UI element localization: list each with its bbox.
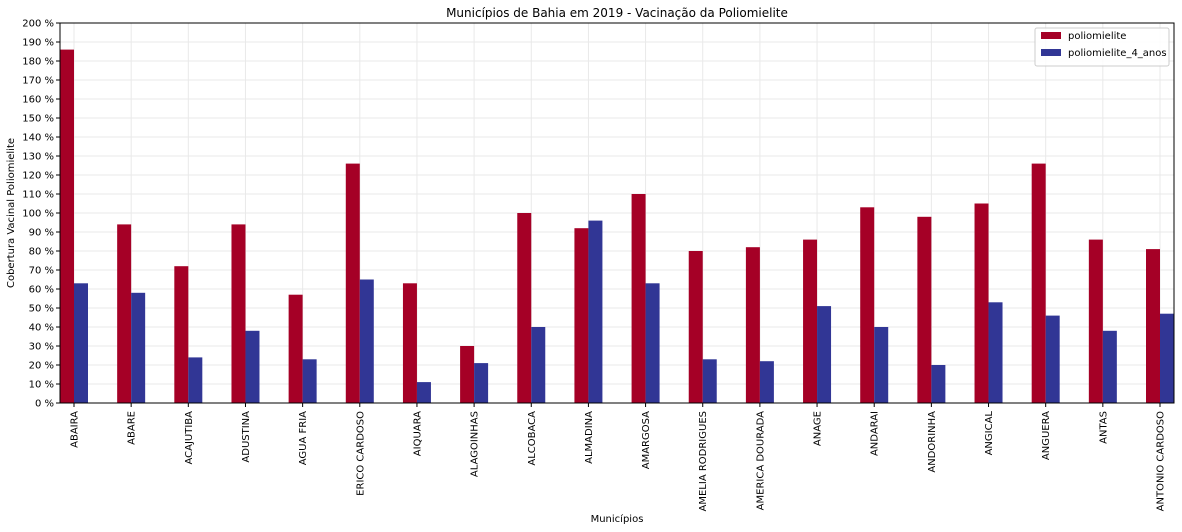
x-tick-label: ANDORINHA — [927, 411, 938, 473]
y-axis: 0 % 10 % 20 % 30 % 40 % 50 % 60 % 70 % 80 % 90 % 1… — [22, 19, 60, 410]
bar-poliomielite — [688, 251, 703, 403]
bar-poliomielite — [803, 239, 818, 403]
bar-poliomielite-4-anos — [302, 359, 317, 403]
bar-poliomielite-4-anos — [531, 327, 546, 403]
bar-poliomielite — [288, 294, 303, 403]
x-tick-label: AGUA FRIA — [298, 411, 309, 465]
y-tick-label: 170 % — [22, 76, 54, 87]
y-tick-label: 80 % — [29, 247, 54, 258]
x-tick-label: AMERICA DOURADA — [755, 411, 766, 510]
x-tick-label: ABAIRA — [70, 411, 81, 448]
bar-poliomielite-4-anos — [1102, 330, 1117, 403]
y-tick-label: 10 % — [29, 380, 54, 391]
legend: poliomielite poliomielite_4_anos — [1034, 27, 1170, 67]
y-tick-label: 150 % — [22, 114, 54, 125]
bar-poliomielite — [1088, 239, 1103, 403]
bar-poliomielite — [174, 266, 189, 403]
y-tick-label: 130 % — [22, 152, 54, 163]
y-tick-label: 140 % — [22, 133, 54, 144]
legend-label-poliomielite: poliomielite — [1068, 31, 1126, 42]
x-tick-label: ANGUERA — [1041, 411, 1052, 460]
x-tick-label: ACAJUTIBA — [184, 411, 195, 465]
bar-poliomielite-4-anos — [359, 279, 374, 403]
bar-poliomielite — [860, 207, 875, 403]
bar-poliomielite-4-anos — [931, 365, 946, 403]
y-tick-label: 160 % — [22, 95, 54, 106]
bar-poliomielite-4-anos — [645, 283, 660, 403]
y-tick-label: 20 % — [29, 361, 54, 372]
y-tick-label: 200 % — [22, 19, 54, 30]
bar-poliomielite-4-anos — [702, 359, 717, 403]
legend-swatch-poliomielite — [1041, 32, 1061, 39]
bar-poliomielite-4-anos — [1045, 315, 1060, 403]
bar-poliomielite-4-anos — [817, 306, 832, 403]
bar-poliomielite-4-anos — [1160, 313, 1174, 403]
x-tick-label: ANDARAI — [870, 411, 881, 456]
y-tick-label: 60 % — [29, 285, 54, 296]
y-axis-title: Cobertura Vacinal Poliomielite — [6, 138, 17, 288]
y-tick-label: 40 % — [29, 323, 54, 334]
bar-poliomielite-4-anos — [74, 283, 88, 403]
y-tick-label: 50 % — [29, 304, 54, 315]
bar-poliomielite — [745, 247, 760, 403]
legend-frame — [1034, 27, 1170, 67]
x-tick-label: ANGICAL — [984, 411, 995, 456]
bar-poliomielite-4-anos — [759, 361, 774, 403]
bar-poliomielite — [631, 194, 646, 403]
chart-title: Municípios de Bahia em 2019 - Vacinação … — [446, 6, 788, 20]
x-tick-label: AIQUARA — [412, 411, 423, 456]
bar-poliomielite-4-anos — [416, 382, 431, 403]
bar-poliomielite — [460, 346, 475, 403]
x-tick-label: AMARGOSA — [641, 411, 652, 469]
bar-poliomielite — [117, 224, 132, 403]
legend-label-poliomielite-4-anos: poliomielite_4_anos — [1068, 48, 1167, 59]
x-tick-label: ALCOBACA — [527, 411, 538, 466]
bar-poliomielite-4-anos — [188, 357, 203, 403]
bar-poliomielite-4-anos — [474, 363, 489, 403]
x-tick-label: ADUSTINA — [241, 411, 252, 463]
x-tick-label: ERICO CARDOSO — [355, 411, 366, 496]
bar-poliomielite — [574, 228, 589, 403]
y-tick-label: 110 % — [22, 190, 54, 201]
bar-poliomielite — [517, 213, 532, 403]
x-tick-label: AMELIA RODRIGUES — [698, 411, 709, 511]
y-tick-label: 100 % — [22, 209, 54, 220]
x-tick-label: ALMADINA — [584, 411, 595, 464]
bar-poliomielite-4-anos — [988, 302, 1003, 403]
y-tick-label: 30 % — [29, 342, 54, 353]
bar-poliomielite-4-anos — [588, 220, 603, 403]
y-tick-label: 70 % — [29, 266, 54, 277]
x-axis: ABAIRA ABARE ACAJUTIBA ADUSTINA AGUA FRIA ERI… — [70, 403, 1167, 511]
bar-poliomielite — [917, 216, 932, 403]
y-tick-label: 0 % — [35, 399, 54, 410]
bar-poliomielite-4-anos — [874, 327, 889, 403]
gridlines — [60, 22, 1174, 404]
bar-poliomielite-4-anos — [131, 292, 146, 403]
x-tick-label: ALAGOINHAS — [470, 411, 481, 477]
y-tick-label: 190 % — [22, 38, 54, 49]
bar-poliomielite — [231, 224, 246, 403]
legend-swatch-poliomielite-4-anos — [1041, 49, 1061, 56]
bar-poliomielite — [345, 163, 360, 403]
bar-poliomielite — [974, 203, 989, 403]
y-tick-label: 180 % — [22, 57, 54, 68]
x-tick-label: ANTAS — [1098, 411, 1109, 444]
bar-poliomielite — [1031, 163, 1046, 403]
bars — [60, 49, 1174, 403]
y-tick-label: 120 % — [22, 171, 54, 182]
x-tick-label: ANTONIO CARDOSO — [1156, 411, 1167, 511]
bar-poliomielite — [1146, 249, 1160, 403]
bar-poliomielite — [60, 49, 74, 403]
x-tick-label: ABARE — [127, 411, 138, 445]
bar-poliomielite — [402, 283, 417, 403]
x-axis-title: Municípios — [591, 513, 644, 525]
x-tick-label: ANAGE — [813, 411, 824, 446]
bar-poliomielite-4-anos — [245, 330, 260, 403]
y-tick-label: 90 % — [29, 228, 54, 239]
